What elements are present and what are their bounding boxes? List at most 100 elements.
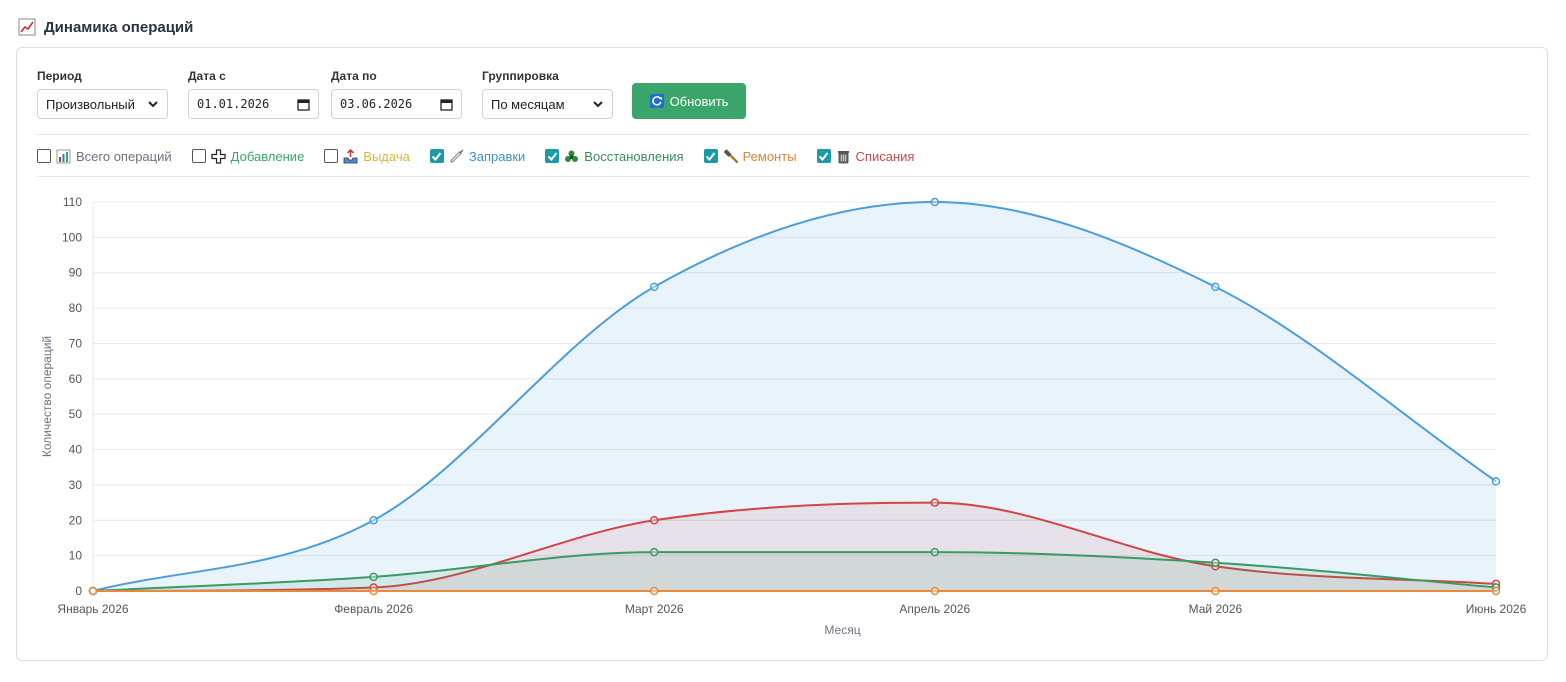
- toggle-issue[interactable]: Выдача: [324, 148, 410, 164]
- y-tick-label: 20: [69, 513, 83, 527]
- y-axis-title: Количество операций: [40, 336, 54, 457]
- data-point: [88, 586, 98, 596]
- y-tick-label: 100: [62, 230, 82, 244]
- data-point: [930, 586, 940, 596]
- series-toggles: Всего операций Добавление Выдача Заправк…: [37, 146, 934, 166]
- y-tick-label: 110: [63, 195, 82, 209]
- period-label: Период: [37, 69, 82, 83]
- date-from-value: 01.01.2026: [197, 97, 270, 111]
- checkbox-checked[interactable]: [816, 149, 831, 163]
- data-point: [1491, 477, 1501, 486]
- check-icon: [547, 151, 558, 161]
- check-icon: [705, 151, 716, 161]
- divider: [37, 176, 1530, 177]
- refresh-label: Обновить: [669, 93, 729, 109]
- period-value: Произвольный: [46, 96, 135, 112]
- toggle-restorations[interactable]: Восстановления: [545, 148, 684, 164]
- data-point: [649, 516, 659, 525]
- series-area: [93, 502, 1496, 591]
- data-point: [649, 547, 659, 557]
- calendar-icon[interactable]: [297, 98, 310, 111]
- date-to-input[interactable]: 03.06.2026: [331, 89, 462, 119]
- toggle-refills[interactable]: Заправки: [429, 148, 526, 164]
- date-from-input[interactable]: 01.01.2026: [188, 89, 319, 119]
- refresh-icon: [649, 94, 664, 108]
- date-to-value: 03.06.2026: [340, 97, 413, 111]
- x-tick-label: Февраль 2026: [334, 602, 413, 616]
- data-point: [930, 547, 940, 557]
- y-tick-label: 10: [69, 549, 83, 563]
- y-tick-label: 60: [69, 372, 83, 386]
- grouping-label: Группировка: [482, 69, 559, 83]
- recycle-icon: [565, 150, 579, 162]
- y-tick-label: 50: [69, 407, 83, 421]
- toggle-addition[interactable]: Добавление: [191, 148, 305, 164]
- y-tick-label: 40: [69, 443, 83, 457]
- check-icon: [818, 151, 829, 161]
- y-tick-label: 80: [69, 301, 83, 315]
- bar-chart-icon: [56, 149, 71, 163]
- calendar-icon[interactable]: [440, 98, 453, 111]
- series-area: [93, 552, 1496, 591]
- y-tick-label: 0: [75, 584, 82, 598]
- series-line: [92, 501, 1497, 592]
- checkbox[interactable]: [324, 149, 339, 163]
- data-point: [649, 586, 659, 596]
- chevron-down-icon: [593, 101, 603, 108]
- check-icon: [432, 151, 442, 161]
- grouping-select[interactable]: По месяцам: [482, 89, 613, 119]
- data-point: [649, 282, 659, 292]
- data-point: [1211, 586, 1220, 596]
- y-tick-label: 70: [69, 336, 83, 350]
- toggle-repairs[interactable]: Ремонты: [703, 148, 797, 164]
- checkbox[interactable]: [191, 149, 206, 163]
- chart-up-icon: [18, 18, 36, 36]
- hammer-icon: [723, 148, 738, 163]
- toggle-label: Списания: [855, 148, 915, 164]
- x-tick-label: Июнь 2026: [1466, 602, 1527, 616]
- toggle-label: Всего операций: [76, 148, 172, 164]
- toggle-writeoffs[interactable]: Списания: [816, 148, 915, 164]
- toggle-label: Восстановления: [584, 148, 684, 164]
- checkbox-checked[interactable]: [429, 149, 444, 163]
- chevron-down-icon: [148, 101, 158, 108]
- data-point: [369, 516, 378, 525]
- trash-icon: [837, 150, 849, 163]
- outbox-icon: [343, 148, 358, 163]
- toggle-total[interactable]: Всего операций: [37, 149, 172, 164]
- data-point: [1491, 586, 1501, 596]
- series-area: [93, 202, 1496, 591]
- toggle-label: Заправки: [468, 148, 526, 164]
- checkbox[interactable]: [37, 149, 51, 163]
- toggle-label: Добавление: [230, 148, 305, 164]
- data-point: [369, 586, 378, 596]
- x-tick-label: Январь 2026: [57, 602, 128, 616]
- refresh-button[interactable]: Обновить: [632, 83, 746, 119]
- data-point: [930, 197, 940, 207]
- plus-icon: [211, 148, 226, 164]
- toggle-label: Ремонты: [742, 148, 797, 164]
- series-line: [92, 200, 1497, 592]
- data-point: [1211, 558, 1220, 567]
- y-tick-label: 30: [69, 478, 83, 492]
- x-tick-label: Май 2026: [1189, 602, 1243, 616]
- y-tick-label: 90: [69, 266, 83, 280]
- divider: [37, 134, 1530, 135]
- x-tick-label: Март 2026: [625, 602, 684, 616]
- period-select[interactable]: Произвольный: [37, 89, 168, 119]
- grouping-value: По месяцам: [491, 96, 565, 112]
- x-tick-label: Апрель 2026: [899, 602, 970, 616]
- section-header: Динамика операций: [18, 16, 193, 38]
- x-axis-title: Месяц: [824, 623, 860, 637]
- page-title: Динамика операций: [44, 18, 194, 36]
- checkbox-checked[interactable]: [703, 149, 718, 163]
- series-line: [92, 551, 1497, 592]
- data-point: [930, 498, 940, 507]
- syringe-icon: [450, 149, 464, 162]
- data-point: [369, 572, 378, 582]
- checkbox-checked[interactable]: [545, 149, 560, 163]
- date-from-label: Дата с: [188, 69, 226, 83]
- data-point: [1211, 282, 1220, 292]
- date-to-label: Дата по: [331, 69, 377, 83]
